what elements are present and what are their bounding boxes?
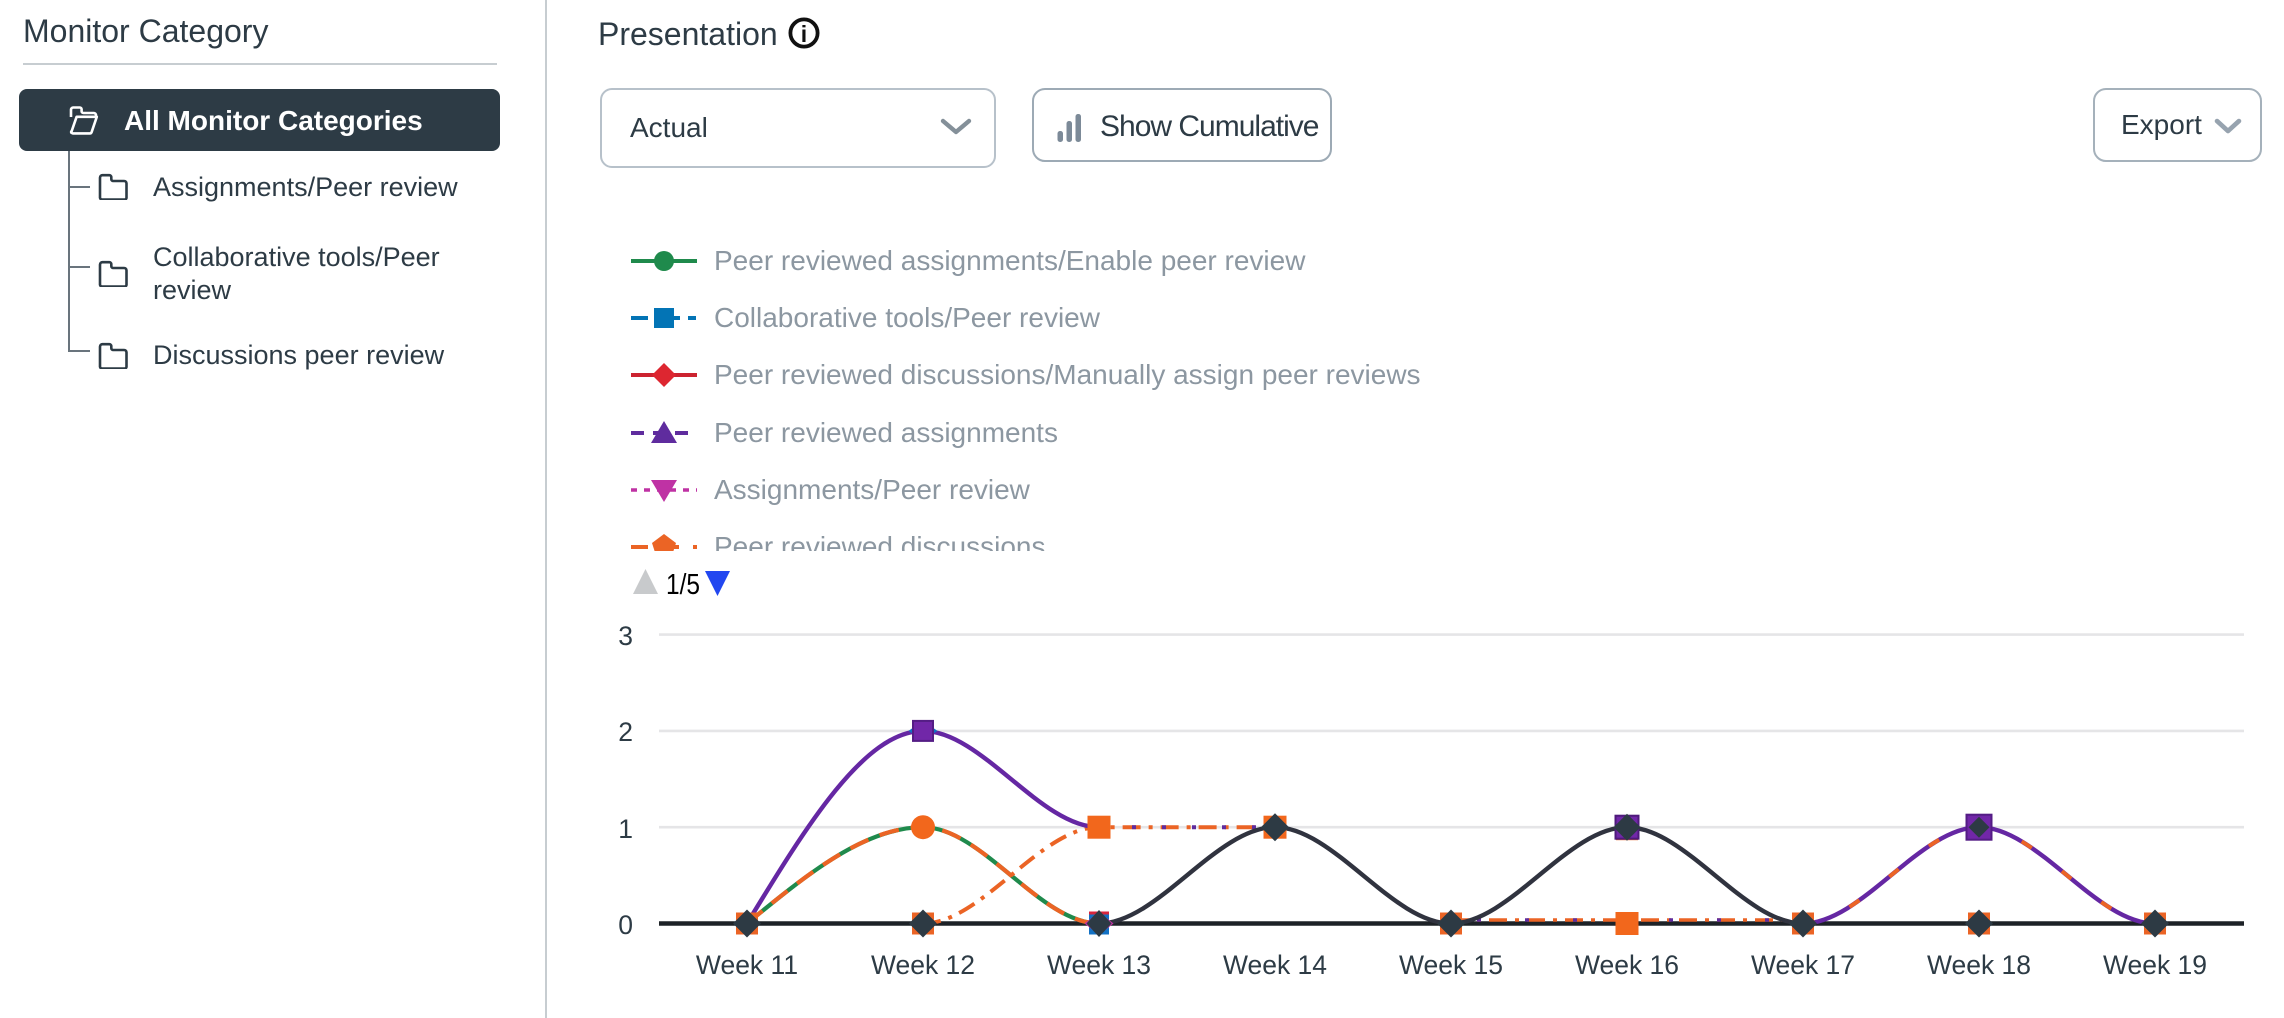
svg-text:Week 13: Week 13 (1047, 950, 1151, 980)
svg-text:0: 0 (618, 910, 633, 940)
svg-text:Week 19: Week 19 (2103, 950, 2207, 980)
svg-text:Week 12: Week 12 (871, 950, 975, 980)
svg-text:Week 18: Week 18 (1927, 950, 2031, 980)
svg-text:1: 1 (618, 814, 633, 844)
svg-text:1/5: 1/5 (666, 569, 700, 599)
svg-text:3: 3 (618, 621, 633, 651)
svg-text:i: i (801, 21, 807, 47)
svg-text:Week 17: Week 17 (1751, 950, 1855, 980)
svg-text:2: 2 (618, 717, 633, 747)
svg-text:Week 14: Week 14 (1223, 950, 1327, 980)
svg-text:Week 11: Week 11 (696, 950, 798, 980)
svg-text:Week 15: Week 15 (1399, 950, 1503, 980)
svg-text:Week 16: Week 16 (1575, 950, 1679, 980)
